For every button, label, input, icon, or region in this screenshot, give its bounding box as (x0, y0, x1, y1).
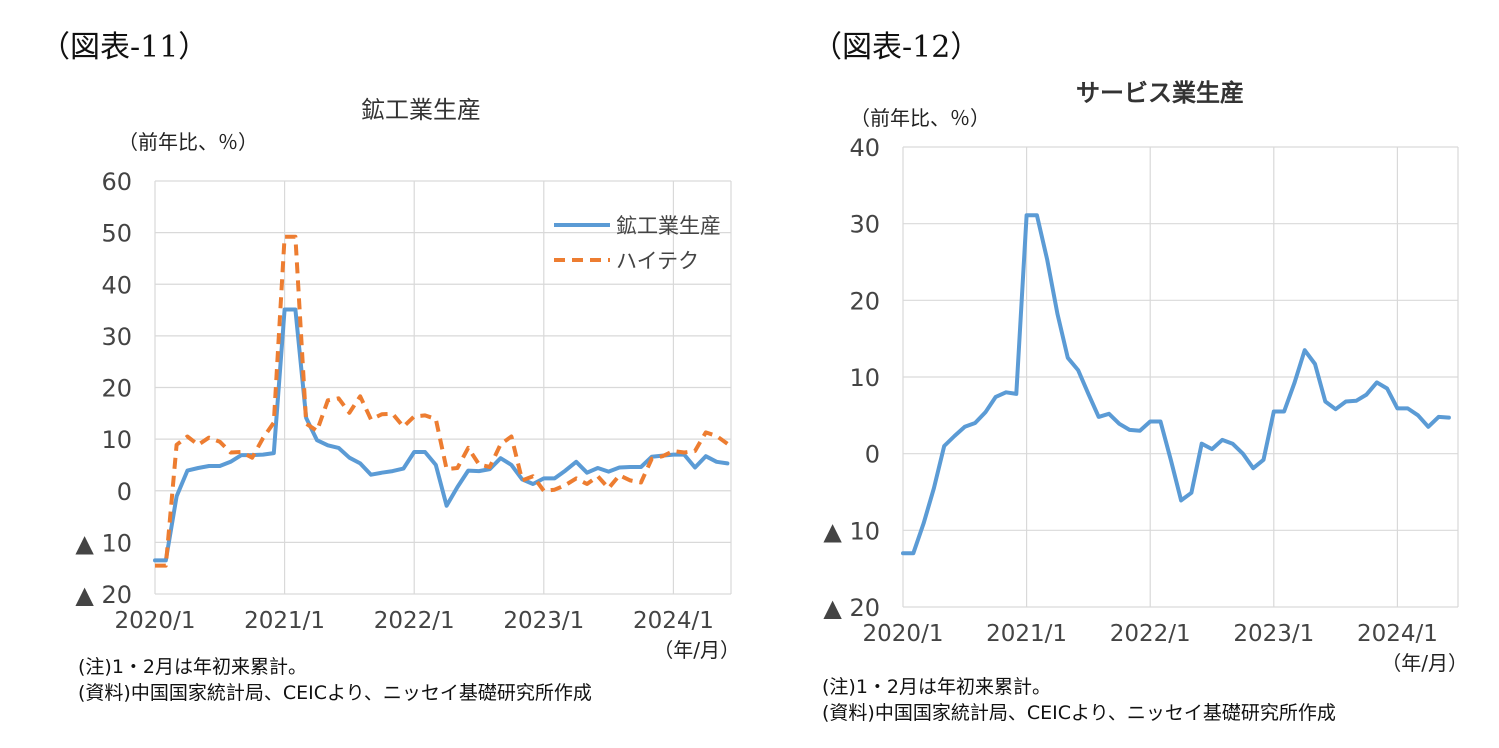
chart1-ytick-label: 50 (101, 220, 132, 248)
chart2-xtick-label: 2024/1 (1357, 621, 1438, 647)
chart1-ytick-label: 30 (101, 323, 132, 351)
chart1-xlabel: （年/月） (653, 638, 740, 662)
chart1-title: 鉱工業生産 (361, 96, 481, 124)
chart1-legend-label-1: 鉱工業生産 (616, 214, 721, 238)
chart1-xtick-label: 2022/1 (374, 608, 455, 634)
chart2-series-line-1 (901, 213, 1451, 556)
figure-label-11: （図表-11） (40, 30, 209, 65)
chart1-xtick-label: 2024/1 (633, 608, 714, 634)
chart1-series-line-2 (155, 234, 729, 568)
chart2-title: サービス業生産 (1076, 79, 1244, 107)
chart2-xtick-label: 2022/1 (1110, 621, 1191, 647)
chart2-ytick-label: 30 (849, 211, 880, 239)
chart2-xtick-label: 2021/1 (986, 621, 1067, 647)
chart1-ytick-label: ▲ 10 (75, 529, 132, 557)
chart1-ytick-label: 20 (101, 375, 132, 403)
chart1-ytick-label: 0 (117, 478, 132, 506)
chart2-ytick-label: 10 (849, 364, 880, 392)
chart2-note-line: (注)1・2月は年初来累計。 (822, 676, 1052, 698)
chart2-notes: (注)1・2月は年初来累計。 (資料)中国国家統計局、CEICより、ニッセイ基礎… (822, 674, 1336, 726)
chart1-source-line: (資料)中国国家統計局、CEICより、ニッセイ基礎研究所作成 (78, 682, 592, 704)
chart2-xtick-label: 2023/1 (1233, 621, 1314, 647)
chart1-notes: (注)1・2月は年初来累計。 (資料)中国国家統計局、CEICより、ニッセイ基礎… (78, 654, 592, 706)
chart1-ylabel: （前年比、％） (118, 130, 258, 154)
chart1-xtick-label: 2023/1 (503, 608, 584, 634)
chart2-ytick-label: ▲ 20 (823, 594, 880, 622)
chart2-ytick-label: 0 (865, 441, 880, 469)
chart1-xtick-label: 2021/1 (244, 608, 325, 634)
chart2-ytick-label: ▲ 10 (823, 517, 880, 545)
chart2-xlabel: （年/月） (1381, 651, 1468, 675)
chart2-ylabel: （前年比、％） (850, 106, 990, 130)
chart1-legend-label-2: ハイテク (616, 249, 699, 273)
chart1-ytick-label: 60 (101, 168, 132, 196)
chart1-ytick-label: ▲ 20 (75, 581, 132, 609)
chart2-ytick-label: 40 (849, 134, 880, 162)
chart2-ytick-label: 20 (849, 287, 880, 315)
chart1-ytick-label: 10 (101, 426, 132, 454)
figure-label-12: （図表-12） (812, 30, 981, 65)
chart1-xtick-label: 2020/1 (115, 608, 196, 634)
chart1-ytick-label: 40 (101, 271, 132, 299)
chart1-note-line: (注)1・2月は年初来累計。 (78, 656, 308, 678)
chart2-source-line: (資料)中国国家統計局、CEICより、ニッセイ基礎研究所作成 (822, 702, 1336, 724)
chart2-xtick-label: 2020/1 (863, 621, 944, 647)
